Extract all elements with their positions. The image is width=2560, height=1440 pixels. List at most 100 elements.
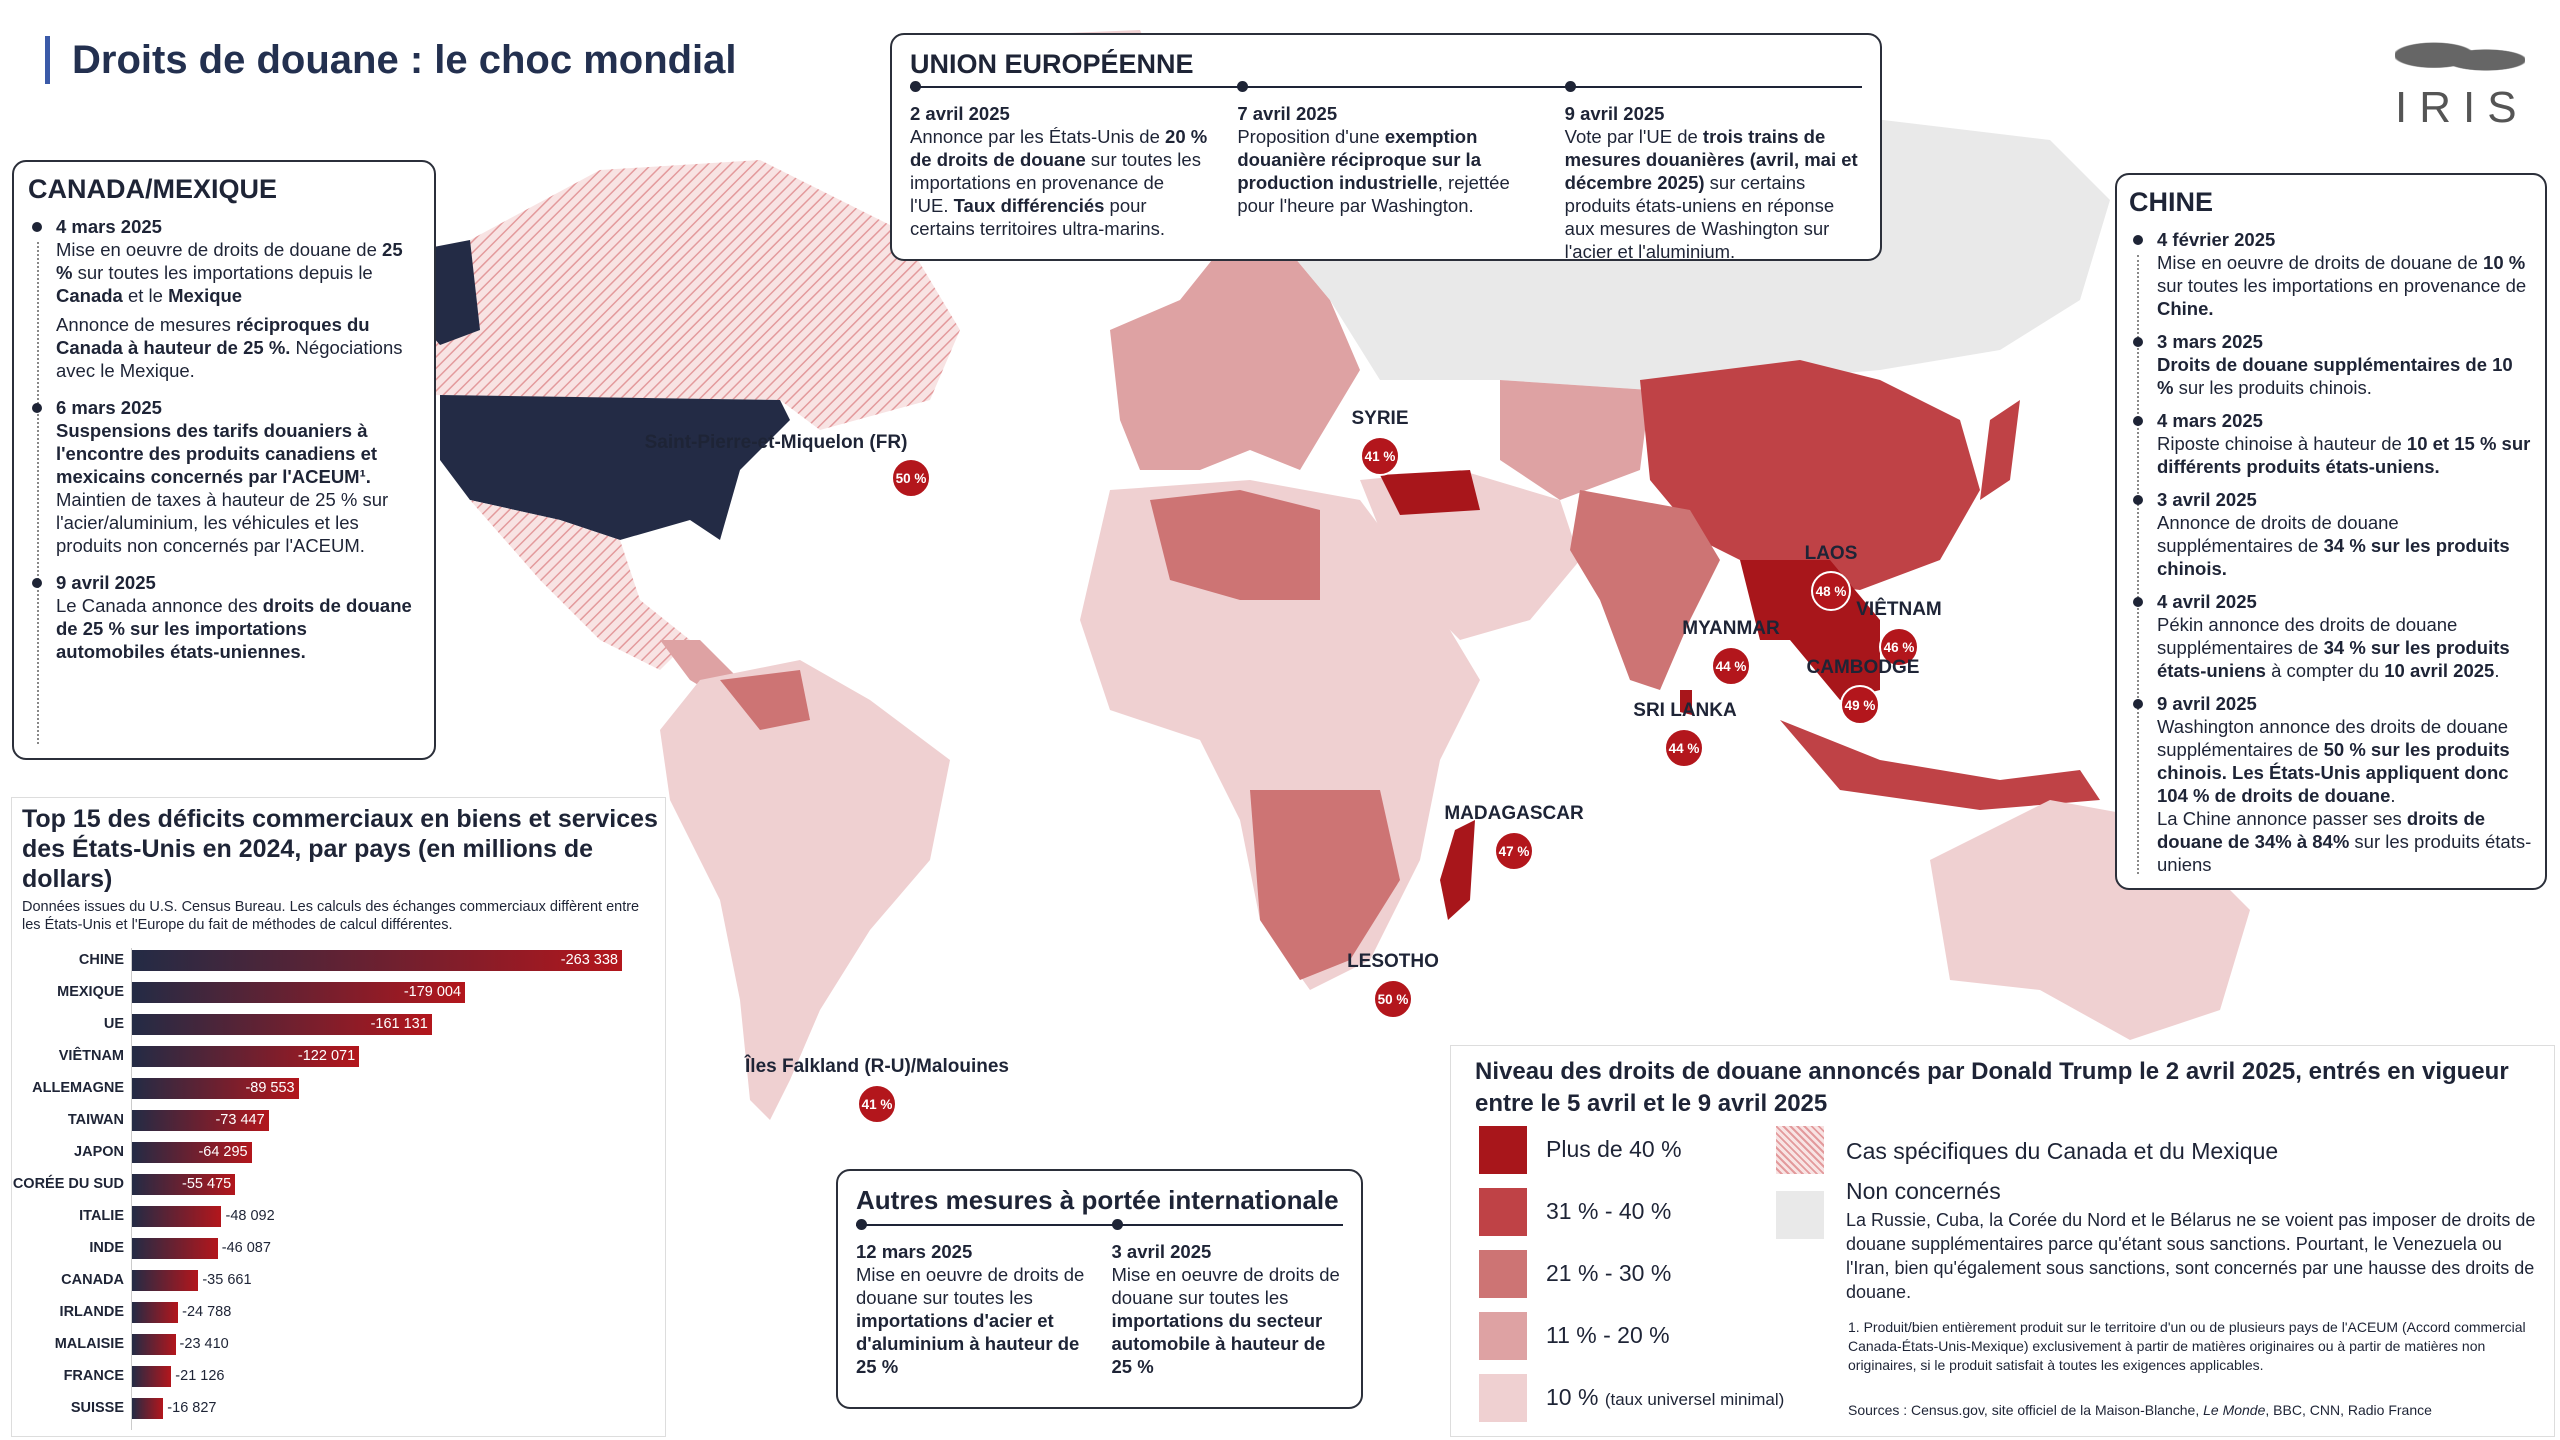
chart-header: Top 15 des déficits commerciaux en biens… xyxy=(22,804,662,934)
bar-category-label: SUISSE xyxy=(70,1400,124,1416)
tariff-rate-badge: 47 % xyxy=(1494,831,1534,871)
india xyxy=(1570,490,1720,690)
bar-value-label: -122 071 xyxy=(297,1048,356,1064)
legend-swatch xyxy=(1479,1188,1527,1236)
japan-korea xyxy=(1980,400,2020,500)
autres-mesures-box: Autres mesures à portée internationale 1… xyxy=(836,1169,1363,1409)
bar-category-label: INDE xyxy=(89,1240,124,1256)
bar-value-label: -48 092 xyxy=(225,1208,275,1224)
bar-category-label: UE xyxy=(103,1016,124,1032)
legend-title: Niveau des droits de douane annoncés par… xyxy=(1475,1058,2509,1117)
bar-value-label: -46 087 xyxy=(221,1240,271,1256)
autres-mesures-heading: Autres mesures à portée internationale xyxy=(856,1185,1339,1215)
legend-swatch-none xyxy=(1776,1191,1824,1239)
chine-heading: CHINE xyxy=(2129,187,2214,217)
bar xyxy=(132,1142,252,1163)
canada-mexique-box: CANADA/MEXIQUE 4 mars 2025 Mise en oeuvr… xyxy=(12,160,436,760)
bar-category-label: IRLANDE xyxy=(59,1304,124,1320)
bar-value-label: -55 475 xyxy=(182,1176,232,1192)
bar-category-label: CORÉE DU SUD xyxy=(12,1176,124,1192)
timeline-event: 7 avril 2025 Proposition d'une exemption … xyxy=(1237,81,1534,263)
chart-axis xyxy=(131,948,132,1430)
timeline-line xyxy=(37,242,39,744)
legend-swatch xyxy=(1479,1126,1527,1174)
footnote: 1. Produit/bien entièrement produit sur … xyxy=(1848,1319,2526,1373)
tariff-rate-badge: 50 % xyxy=(891,458,931,498)
bar-value-label: -89 553 xyxy=(245,1080,295,1096)
canada xyxy=(410,160,960,430)
timeline-event: 3 avril 2025 Annonce de droits de douane … xyxy=(2129,488,2533,580)
bar xyxy=(132,1302,179,1323)
ue-box: UNION EUROPÉENNE 2 avril 2025 Annonce par… xyxy=(890,33,1882,263)
legend-swatch xyxy=(1479,1312,1527,1360)
bar xyxy=(132,982,466,1003)
tariff-rate-badge: 49 % xyxy=(1840,685,1880,725)
bar-category-label: TAIWAN xyxy=(67,1112,124,1128)
bar-value-label: -35 661 xyxy=(202,1272,252,1288)
map-label-country: MYANMAR xyxy=(1682,618,1780,639)
bar xyxy=(132,950,622,971)
globe-icon xyxy=(2395,36,2525,84)
timeline-event: 3 avril 2025 Mise en oeuvre de droits de … xyxy=(1111,1219,1344,1378)
sources: Sources : Census.gov, site officiel de l… xyxy=(1848,1402,2432,1418)
legend-label: 10 % (taux universel minimal) xyxy=(1546,1384,1785,1410)
north-africa xyxy=(1150,490,1320,600)
tariff-rate-badge: 44 % xyxy=(1711,646,1751,686)
bar-value-label: -161 131 xyxy=(370,1016,428,1032)
southern-africa xyxy=(1250,790,1400,980)
bar-category-label: ALLEMAGNE xyxy=(32,1080,124,1096)
bar-value-label: -179 004 xyxy=(403,984,462,1000)
timeline-event: 4 avril 2025 Pékin annonce des droits de … xyxy=(2129,590,2533,682)
bar xyxy=(132,1238,218,1259)
tariff-rate-badge: 48 % xyxy=(1811,571,1851,611)
bar-value-label: -64 295 xyxy=(198,1144,248,1160)
bar xyxy=(132,1110,269,1131)
indonesia xyxy=(1780,720,2100,810)
timeline-event: 4 mars 2025 Riposte chinoise à hauteur de… xyxy=(2129,409,2533,478)
legend-panel: Niveau des droits de douane annoncés par… xyxy=(1450,1045,2555,1437)
bar-value-label: -73 447 xyxy=(215,1112,265,1128)
map-label-country: CAMBODGE xyxy=(1806,657,1920,678)
tariff-rate-badge: 41 % xyxy=(1360,436,1400,476)
legend-swatch xyxy=(1479,1374,1527,1422)
map-label-country: Saint-Pierre-et-Miquelon (FR) xyxy=(644,432,908,453)
map-label-country: LAOS xyxy=(1804,543,1858,564)
bar xyxy=(132,1046,360,1067)
map-label-country: Îles Falkland (R-U)/Malouines xyxy=(745,1056,1009,1077)
timeline-event: 9 avril 2025 Washington annonce des droit… xyxy=(2129,692,2533,876)
timeline-event: 2 avril 2025 Annonce par les États-Unis d… xyxy=(910,81,1207,263)
timeline-event: 4 février 2025 Mise en oeuvre de droits d… xyxy=(2129,228,2533,320)
legend-label: 11 % - 20 % xyxy=(1546,1322,1670,1348)
bar-value-label: -16 827 xyxy=(167,1400,217,1416)
chine-box: CHINE 4 février 2025 Mise en oeuvre de dr… xyxy=(2115,173,2547,890)
page-title: Droits de douane : le choc mondial xyxy=(45,36,737,84)
timeline-event: 3 mars 2025 Droits de douane supplémentai… xyxy=(2129,330,2533,399)
bar-category-label: JAPON xyxy=(74,1144,124,1160)
tariff-rate-badge: 41 % xyxy=(857,1084,897,1124)
legend-swatch xyxy=(1479,1250,1527,1298)
south-america xyxy=(660,660,950,1120)
bar xyxy=(132,1398,164,1419)
map-label-country: MADAGASCAR xyxy=(1444,803,1584,824)
bar xyxy=(132,1334,176,1355)
bar-category-label: MALAISIE xyxy=(54,1336,124,1352)
syria-iraq xyxy=(1380,470,1480,515)
usa xyxy=(440,395,790,540)
bar-value-label: -24 788 xyxy=(182,1304,232,1320)
map-label-country: SYRIE xyxy=(1351,408,1409,429)
bar-category-label: CANADA xyxy=(61,1272,124,1288)
legend-label: 21 % - 30 % xyxy=(1546,1260,1672,1286)
chart-title: Top 15 des déficits commerciaux en biens… xyxy=(22,805,658,893)
timeline-event: 4 mars 2025 Mise en oeuvre de droits de … xyxy=(28,215,420,382)
tariff-rate-badge: 46 % xyxy=(1879,627,1919,667)
bar xyxy=(132,1270,199,1291)
sri-lanka xyxy=(1680,690,1692,715)
legend-label: Plus de 40 % xyxy=(1546,1136,1682,1162)
timeline-event: 9 avril 2025 Le Canada annonce des droit… xyxy=(28,571,420,663)
timeline-event: 12 mars 2025 Mise en oeuvre de droits de … xyxy=(856,1219,1088,1378)
legend-swatch-special xyxy=(1776,1126,1824,1174)
bar-value-label: -263 338 xyxy=(560,952,618,968)
venezuela-guyana xyxy=(720,670,810,730)
map-label-country: LESOTHO xyxy=(1347,951,1439,972)
bar xyxy=(132,1014,432,1035)
